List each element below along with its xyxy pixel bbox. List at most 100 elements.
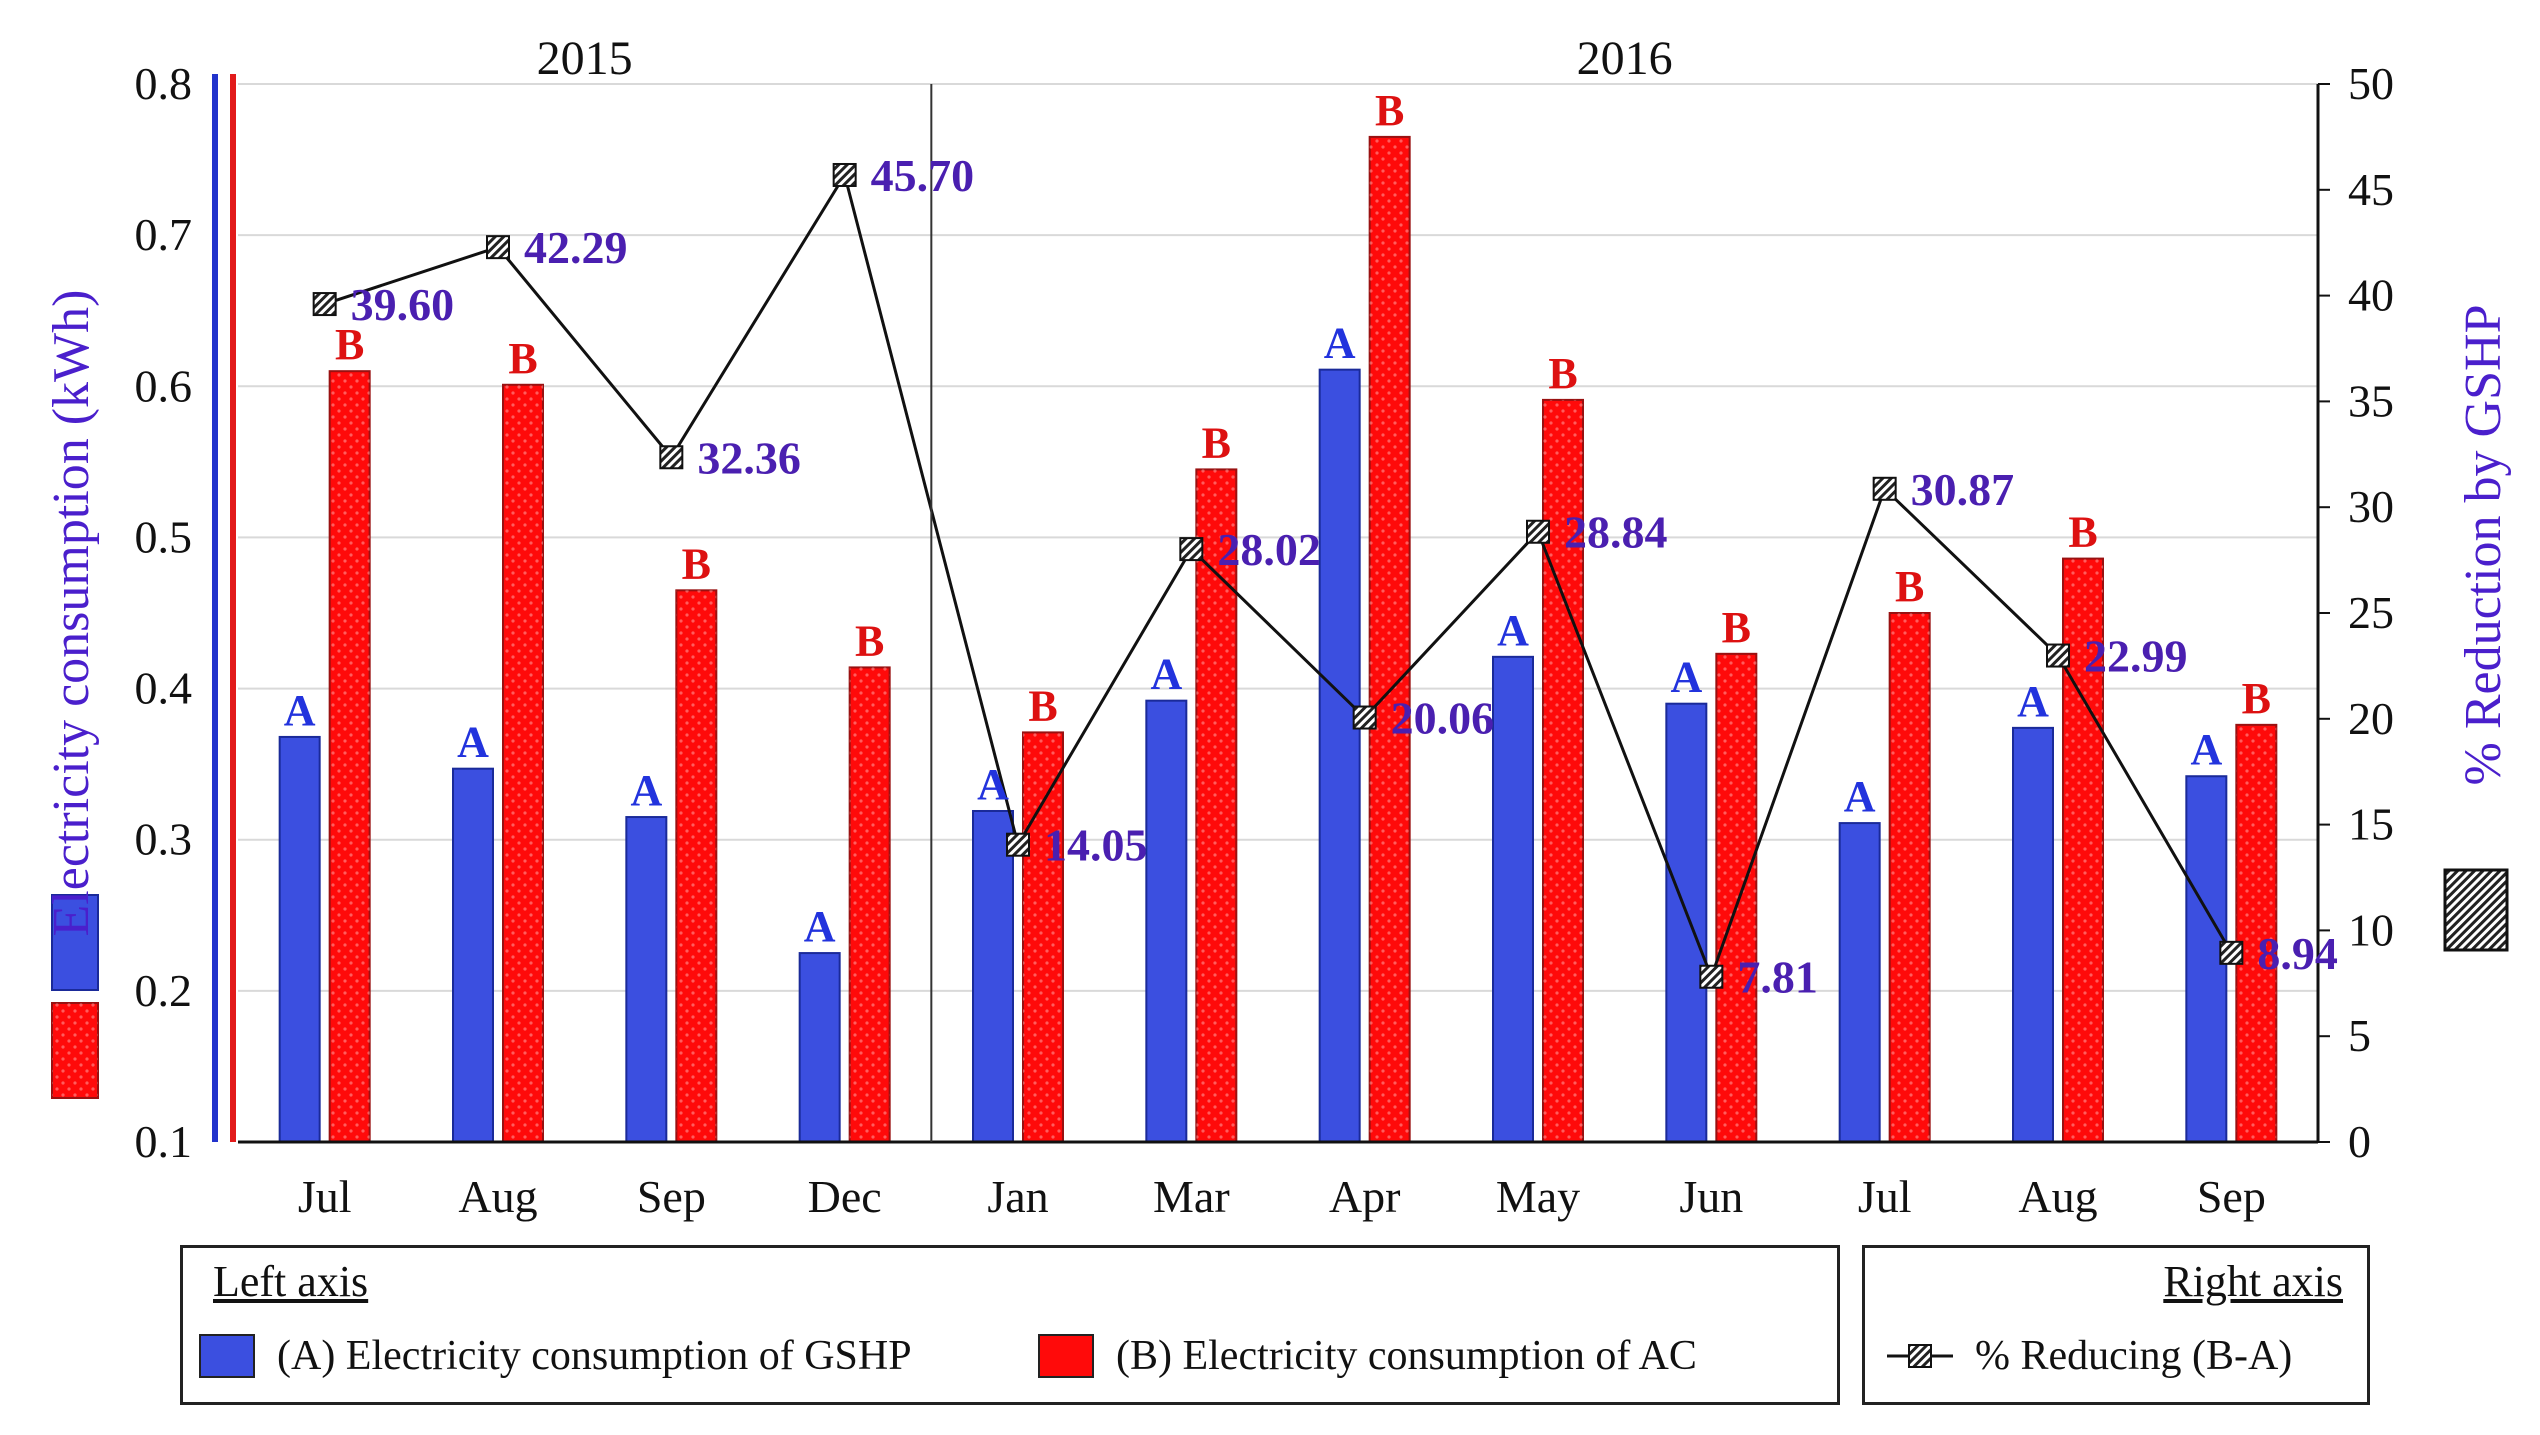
ac-bar-texture <box>1369 136 1410 1142</box>
left-axis-title: Electricity consumption (kWh) <box>43 290 100 937</box>
left-tick-label: 0.3 <box>135 814 193 865</box>
right-tick-label: 45 <box>2348 164 2394 215</box>
category-label: Jan <box>987 1171 1048 1222</box>
reduction-value-label: 28.84 <box>1564 507 1668 558</box>
gshp-bar <box>1318 368 1361 1144</box>
left-axis-key-ac-texture <box>52 1003 98 1098</box>
category-label: Mar <box>1153 1171 1230 1222</box>
gshp-bar <box>798 952 841 1143</box>
gshp-bar <box>1665 702 1708 1144</box>
gshp-bar <box>452 767 494 1143</box>
ac-bar-texture <box>849 667 890 1142</box>
right-axis-title: % Reduction by GSHP <box>2455 305 2512 786</box>
category-label: Jul <box>298 1171 352 1222</box>
reduction-value-label: 20.06 <box>1391 693 1495 744</box>
left-axis-key-gshp <box>51 894 99 991</box>
reduction-value-label: 22.99 <box>2084 631 2188 682</box>
reduction-value-label: 28.02 <box>1217 524 1321 575</box>
category-label: Sep <box>637 1171 706 1222</box>
category-label: Jun <box>1679 1171 1743 1222</box>
bar-label-b: B <box>1375 86 1404 135</box>
ac-bar-texture <box>1889 613 1930 1142</box>
gshp-bar <box>1145 699 1188 1143</box>
bar-label-a: A <box>1324 319 1356 368</box>
reduction-marker <box>1526 519 1550 544</box>
left-tick-label: 0.2 <box>135 965 193 1016</box>
bar-label-b: B <box>682 539 711 588</box>
gshp-bar <box>972 809 1014 1143</box>
legend-right-axis: Right axis % Reducing (B-A) <box>1862 1245 2370 1405</box>
reduction-polyline <box>324 171 2233 982</box>
gshp-bar <box>625 816 668 1143</box>
bar-label-b: B <box>2068 508 2097 557</box>
category-label: Aug <box>458 1171 537 1222</box>
gshp-bar <box>1492 655 1534 1143</box>
reduction-value-label: 32.36 <box>697 432 801 483</box>
bar-label-b: B <box>855 616 884 665</box>
reduction-marker <box>1699 964 1724 989</box>
left-tick-label: 0.6 <box>135 360 193 411</box>
right-axis-key-hatch <box>2443 868 2509 952</box>
ac-bar-texture <box>676 590 717 1142</box>
left-tick-label: 0.1 <box>135 1116 193 1167</box>
right-tick-label: 10 <box>2348 904 2394 955</box>
right-tick-label: 30 <box>2348 481 2394 532</box>
reduction-line <box>312 162 2244 989</box>
bar-label-a: A <box>630 766 662 815</box>
bar-label-b: B <box>335 320 364 369</box>
bar-label-a: A <box>284 686 316 735</box>
ac-bar-texture <box>503 384 543 1142</box>
bar-label-b: B <box>2242 674 2271 723</box>
legend-ac-label: (B) Electricity consumption of AC <box>1116 1333 1697 1379</box>
bar-label-b: B <box>1548 349 1577 398</box>
reduction-marker <box>486 235 510 260</box>
bar-label-b: B <box>1895 562 1924 611</box>
ac-bar-texture <box>329 371 370 1143</box>
legend-right-title: Right axis <box>2163 1257 2343 1306</box>
category-label: Aug <box>2018 1171 2097 1222</box>
gshp-bar <box>2012 726 2054 1144</box>
reduction-marker <box>832 162 857 187</box>
category-label: Sep <box>2197 1171 2266 1222</box>
left-tick-label: 0.7 <box>135 209 193 260</box>
left-tick-label: 0.5 <box>135 511 193 562</box>
bar-label-a: A <box>2190 725 2222 774</box>
bar-label-b: B <box>1028 681 1057 730</box>
right-tick-label: 0 <box>2348 1116 2371 1167</box>
right-tick-label: 35 <box>2348 375 2394 426</box>
reduction-marker <box>2219 940 2244 965</box>
bar-label-a: A <box>1844 772 1876 821</box>
reduction-value-label: 7.81 <box>1737 952 1818 1003</box>
right-tick-label: 40 <box>2348 270 2394 321</box>
bar-label-b: B <box>1722 603 1751 652</box>
category-label: Apr <box>1329 1171 1401 1222</box>
reduction-marker <box>2046 643 2070 668</box>
ac-swatch <box>1038 1334 1094 1378</box>
bar-label-b: B <box>508 334 537 383</box>
reduction-marker <box>312 292 337 317</box>
reducing-line-icon <box>1885 1334 1955 1378</box>
bar-label-b: B <box>1202 418 1231 467</box>
reduction-value-label: 30.87 <box>1911 464 2015 515</box>
bar-label-a: A <box>977 760 1009 809</box>
left-tick-label: 0.4 <box>135 663 193 714</box>
bar-label-a: A <box>804 902 836 951</box>
bars <box>278 135 2278 1144</box>
bar-label-a: A <box>1497 606 1529 655</box>
legend-item-reducing: % Reducing (B-A) <box>1885 1332 2292 1380</box>
reduction-value-label: 45.70 <box>871 150 975 201</box>
right-tick-label: 20 <box>2348 693 2394 744</box>
bar-label-a: A <box>1670 653 1702 702</box>
legend-gshp-label: (A) Electricity consumption of GSHP <box>277 1333 912 1379</box>
category-label: Dec <box>808 1171 882 1222</box>
right-tick-label: 15 <box>2348 799 2394 850</box>
legend-left-title: Left axis <box>213 1257 369 1306</box>
reduction-value-label: 14.05 <box>1044 820 1148 871</box>
bar-label-a: A <box>1150 650 1182 699</box>
bar-label-a: A <box>457 718 489 767</box>
reduction-marker <box>1179 537 1204 562</box>
right-tick-label: 25 <box>2348 587 2394 638</box>
right-tick-label: 50 <box>2348 58 2394 109</box>
